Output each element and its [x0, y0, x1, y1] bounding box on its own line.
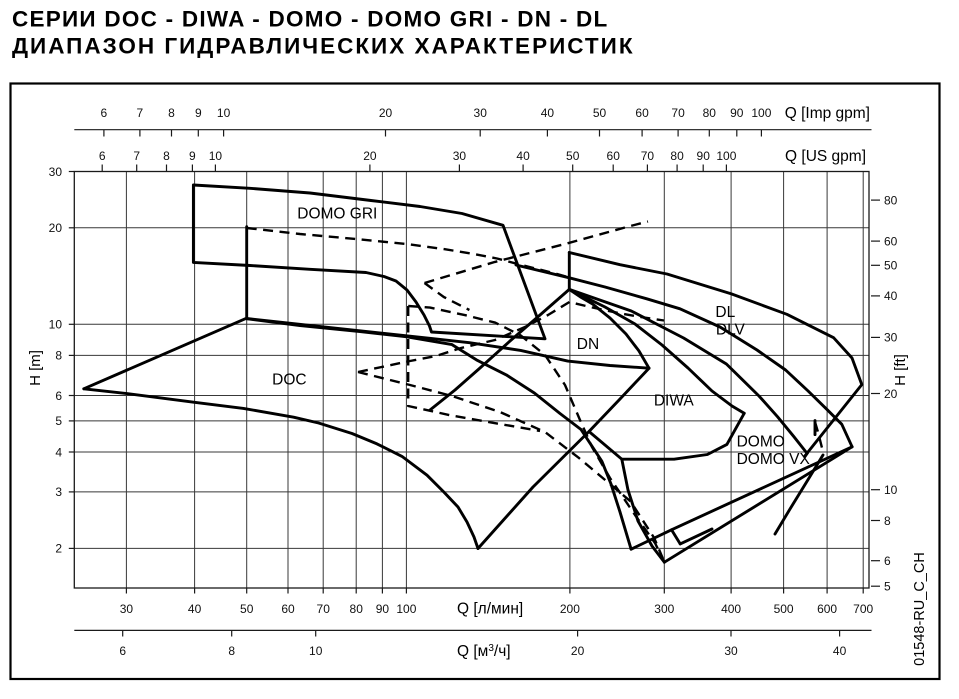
svg-text:10: 10	[217, 106, 231, 120]
svg-text:4: 4	[55, 445, 62, 459]
svg-text:90: 90	[376, 602, 390, 616]
svg-text:100: 100	[396, 602, 416, 616]
svg-text:6: 6	[119, 644, 126, 658]
svg-text:80: 80	[703, 106, 717, 120]
svg-text:50: 50	[240, 602, 254, 616]
svg-text:8: 8	[163, 149, 170, 163]
svg-text:90: 90	[730, 106, 744, 120]
svg-text:40: 40	[884, 289, 898, 303]
svg-text:H [m]: H [m]	[27, 350, 44, 386]
svg-text:10: 10	[309, 644, 323, 658]
svg-text:Q [Imp gpm]: Q [Imp gpm]	[785, 105, 870, 122]
svg-text:60: 60	[635, 106, 649, 120]
svg-text:H [ft]: H [ft]	[892, 354, 909, 386]
svg-text:40: 40	[541, 106, 555, 120]
svg-text:10: 10	[49, 318, 63, 332]
svg-text:20: 20	[884, 387, 898, 401]
svg-text:ДИАПАЗОН ГИДРАВЛИЧЕСКИХ ХАРАКТ: ДИАПАЗОН ГИДРАВЛИЧЕСКИХ ХАРАКТЕРИСТИК	[12, 34, 635, 59]
svg-text:60: 60	[607, 149, 621, 163]
svg-text:СЕРИИ DOC - DIWA - DOMO - DOMO: СЕРИИ DOC - DIWA - DOMO - DOMO GRI - DN …	[12, 7, 608, 32]
svg-text:8: 8	[55, 349, 62, 363]
svg-text:Q [US gpm]: Q [US gpm]	[785, 148, 866, 165]
svg-text:01548-RU_C_CH: 01548-RU_C_CH	[912, 552, 928, 666]
svg-text:Q [м3/ч]: Q [м3/ч]	[457, 643, 511, 660]
svg-text:40: 40	[188, 602, 202, 616]
svg-text:30: 30	[884, 331, 898, 345]
svg-text:8: 8	[884, 514, 891, 528]
svg-text:30: 30	[49, 165, 63, 179]
svg-text:6: 6	[55, 389, 62, 403]
svg-text:10: 10	[884, 483, 898, 497]
svg-text:50: 50	[566, 149, 580, 163]
svg-text:30: 30	[474, 106, 488, 120]
svg-text:90: 90	[697, 149, 711, 163]
svg-text:DL: DL	[715, 304, 735, 321]
svg-text:DLV: DLV	[716, 322, 746, 339]
svg-text:7: 7	[137, 106, 144, 120]
svg-text:600: 600	[817, 602, 837, 616]
svg-text:9: 9	[189, 149, 196, 163]
svg-text:80: 80	[884, 193, 898, 207]
svg-text:20: 20	[571, 644, 585, 658]
svg-text:400: 400	[721, 602, 741, 616]
svg-text:20: 20	[363, 149, 377, 163]
svg-text:8: 8	[168, 106, 175, 120]
svg-text:2: 2	[55, 542, 62, 556]
svg-text:DN: DN	[577, 336, 599, 353]
svg-text:5: 5	[884, 580, 891, 594]
svg-text:30: 30	[120, 602, 134, 616]
svg-text:DIWA: DIWA	[654, 393, 695, 410]
svg-text:700: 700	[853, 602, 873, 616]
svg-text:6: 6	[99, 149, 106, 163]
svg-text:100: 100	[751, 106, 771, 120]
svg-text:3: 3	[55, 485, 62, 499]
svg-text:80: 80	[670, 149, 684, 163]
svg-text:200: 200	[560, 602, 580, 616]
svg-text:5: 5	[55, 414, 62, 428]
svg-text:60: 60	[884, 234, 898, 248]
svg-text:40: 40	[516, 149, 530, 163]
svg-text:8: 8	[228, 644, 235, 658]
svg-text:70: 70	[671, 106, 685, 120]
svg-text:50: 50	[884, 259, 898, 273]
svg-text:40: 40	[833, 644, 847, 658]
svg-text:6: 6	[884, 554, 891, 568]
svg-text:7: 7	[133, 149, 140, 163]
svg-text:DOC: DOC	[272, 372, 306, 389]
svg-text:10: 10	[209, 149, 223, 163]
svg-text:70: 70	[317, 602, 331, 616]
svg-text:80: 80	[350, 602, 364, 616]
svg-text:100: 100	[716, 149, 736, 163]
svg-text:50: 50	[593, 106, 607, 120]
svg-text:9: 9	[195, 106, 202, 120]
svg-text:6: 6	[101, 106, 108, 120]
svg-text:70: 70	[641, 149, 655, 163]
svg-text:Q [л/мин]: Q [л/мин]	[457, 601, 523, 618]
svg-text:DOMO GRI: DOMO GRI	[297, 206, 377, 223]
svg-text:30: 30	[724, 644, 738, 658]
svg-text:60: 60	[281, 602, 295, 616]
svg-text:DOMO VX: DOMO VX	[737, 451, 811, 468]
svg-text:20: 20	[49, 221, 63, 235]
svg-text:DOMO: DOMO	[737, 433, 785, 450]
svg-text:20: 20	[379, 106, 393, 120]
svg-text:300: 300	[654, 602, 674, 616]
svg-text:30: 30	[453, 149, 467, 163]
svg-text:500: 500	[774, 602, 794, 616]
